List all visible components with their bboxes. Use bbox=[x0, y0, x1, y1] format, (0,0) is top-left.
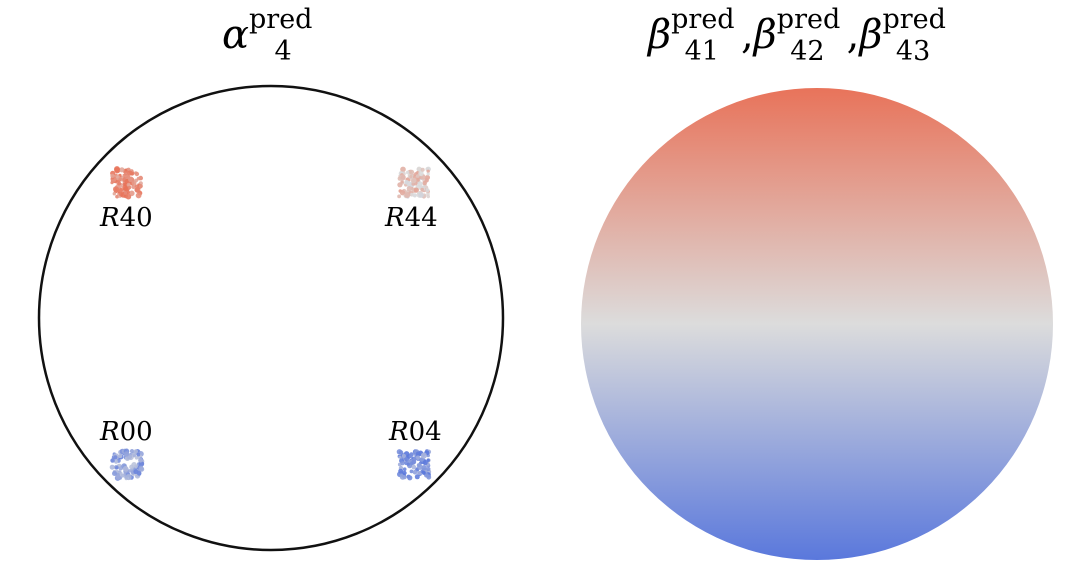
region-label-r04: R04 bbox=[389, 417, 442, 447]
beta-41-term: βpred41 bbox=[648, 4, 735, 67]
region-r44-dots bbox=[397, 166, 431, 199]
beta-field-disk bbox=[581, 88, 1053, 560]
beta-title: βpred41 ,βpred42 ,βpred43 bbox=[648, 4, 946, 67]
region-r40-dots bbox=[110, 166, 143, 200]
region-label-r44: R44 bbox=[385, 203, 438, 233]
region-label-r40: R40 bbox=[100, 203, 153, 233]
beta-42-term: βpred42 bbox=[753, 4, 841, 67]
region-r04-dots bbox=[396, 449, 432, 481]
region-markers bbox=[109, 166, 432, 481]
region-label-r00: R00 bbox=[100, 417, 153, 447]
domain-circle-outline bbox=[37, 84, 505, 552]
region-r00-dots bbox=[109, 448, 145, 481]
alpha-title: αpred4 bbox=[222, 4, 313, 67]
beta-43-term: βpred43 bbox=[859, 4, 946, 67]
